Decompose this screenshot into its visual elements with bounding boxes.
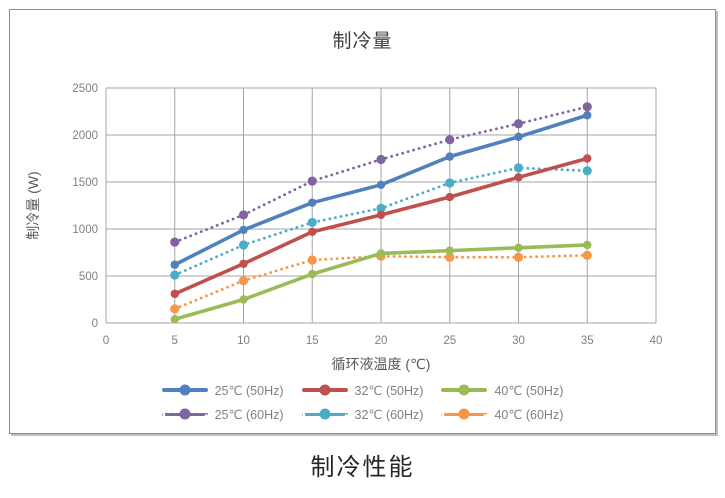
legend-label: 40℃ (60Hz) bbox=[494, 407, 564, 422]
chart-title: 制冷量 bbox=[332, 31, 393, 52]
data-point-32c-50hz bbox=[239, 259, 248, 268]
data-point-40c-60hz bbox=[238, 276, 249, 286]
data-point-32c-50hz bbox=[514, 173, 523, 182]
x-tick-label: 25 bbox=[443, 335, 456, 347]
legend-label: 25℃ (50Hz) bbox=[214, 383, 284, 398]
x-tick-label: 10 bbox=[237, 335, 250, 347]
data-point-32c-60hz bbox=[513, 163, 524, 173]
legend-solid-line-sample bbox=[161, 384, 208, 396]
legend-item-25c-60hz: 25℃ (60Hz) bbox=[161, 407, 284, 422]
data-point-40c-50hz bbox=[170, 315, 179, 324]
legend-item-40c-50hz: 40℃ (50Hz) bbox=[441, 383, 563, 398]
data-point-40c-60hz bbox=[445, 252, 455, 262]
figure-caption: 制冷性能 bbox=[310, 454, 415, 481]
data-point-32c-50hz bbox=[170, 289, 179, 299]
y-tick-label: 2000 bbox=[72, 130, 98, 142]
chart-legend: 25℃ (50Hz) 32℃ (50Hz) 40℃ (50Hz) 25℃ (60Hz… bbox=[10, 378, 715, 426]
y-tick-label: 0 bbox=[92, 318, 98, 330]
x-tick-label: 20 bbox=[375, 335, 388, 347]
legend-marker-dot bbox=[458, 408, 470, 420]
data-point-40c-50hz bbox=[583, 240, 592, 250]
data-point-25c-50hz bbox=[583, 111, 592, 120]
legend-solid-line-sample bbox=[301, 384, 348, 396]
legend-label: 32℃ (50Hz) bbox=[354, 383, 424, 398]
data-point-25c-50hz bbox=[445, 152, 454, 161]
data-point-25c-60hz bbox=[376, 154, 386, 165]
y-tick-label: 1500 bbox=[72, 177, 98, 189]
data-point-32c-60hz bbox=[445, 178, 455, 188]
data-point-25c-50hz bbox=[239, 225, 248, 235]
x-axis-title: 循环液温度 (℃) bbox=[332, 356, 431, 372]
data-point-32c-60hz bbox=[307, 217, 317, 228]
data-point-32c-60hz bbox=[376, 203, 386, 213]
line-chart-plot: 0 500 1000 1500 2000 2500 0 5 10 15 20 25 30 35 40 循环液温… bbox=[25, 83, 663, 372]
data-point-32c-60hz bbox=[238, 240, 249, 250]
y-tick-label: 2500 bbox=[72, 83, 98, 95]
data-point-25c-60hz bbox=[513, 119, 524, 129]
chart-box: 制冷量 0 500 1000 1500 2000 2500 0 5 10 15 20 25 30 35 40… bbox=[9, 9, 716, 434]
x-tick-label: 5 bbox=[172, 335, 178, 347]
data-point-40c-50hz bbox=[514, 243, 523, 252]
series-25c-50hz bbox=[170, 111, 592, 269]
legend-item-32c-50hz: 32℃ (50Hz) bbox=[301, 383, 424, 398]
x-tick-label: 35 bbox=[581, 335, 594, 347]
x-tick-label: 15 bbox=[306, 335, 319, 347]
data-point-32c-60hz bbox=[582, 166, 592, 176]
legend-label: 40℃ (50Hz) bbox=[494, 383, 564, 398]
legend-row-50hz: 25℃ (50Hz) 32℃ (50Hz) 40℃ (50Hz) bbox=[10, 378, 715, 402]
legend-label: 25℃ (60Hz) bbox=[214, 407, 284, 422]
legend-marker-dot bbox=[319, 408, 331, 420]
legend-marker-dot bbox=[458, 384, 470, 396]
legend-marker-dot bbox=[179, 384, 191, 396]
x-axis-tick-labels: 0 5 10 15 20 25 30 35 40 bbox=[103, 335, 663, 347]
legend-row-60hz: 25℃ (60Hz) 32℃ (60Hz) 40℃ (60Hz) bbox=[10, 402, 715, 426]
data-point-32c-50hz bbox=[376, 210, 386, 220]
x-tick-label: 40 bbox=[650, 335, 663, 347]
data-point-40c-60hz bbox=[582, 250, 592, 260]
legend-item-25c-50hz: 25℃ (50Hz) bbox=[161, 383, 284, 398]
data-point-40c-50hz bbox=[445, 246, 454, 255]
x-tick-label: 30 bbox=[512, 335, 525, 347]
data-point-40c-50hz bbox=[376, 249, 386, 258]
data-point-40c-50hz bbox=[239, 295, 248, 304]
data-point-32c-60hz bbox=[170, 270, 180, 280]
data-point-25c-50hz bbox=[376, 180, 386, 190]
legend-solid-line-sample bbox=[441, 384, 488, 396]
legend-marker-dot bbox=[319, 384, 331, 396]
data-point-25c-60hz bbox=[170, 237, 180, 247]
y-tick-label: 1000 bbox=[72, 224, 98, 236]
data-point-32c-50hz bbox=[583, 154, 592, 163]
legend-dotted-line-sample bbox=[301, 408, 348, 420]
x-tick-label: 0 bbox=[103, 335, 109, 347]
data-point-40c-50hz bbox=[308, 269, 317, 279]
data-point-25c-60hz bbox=[307, 176, 317, 186]
data-point-25c-60hz bbox=[445, 135, 455, 145]
data-point-40c-60hz bbox=[307, 255, 317, 265]
legend-label: 32℃ (60Hz) bbox=[354, 407, 424, 422]
y-axis-title: 制冷量 (W) bbox=[25, 171, 41, 239]
legend-dotted-line-sample bbox=[441, 408, 488, 420]
data-point-40c-60hz bbox=[170, 304, 180, 314]
y-axis-tick-labels: 0 500 1000 1500 2000 2500 bbox=[72, 83, 98, 330]
data-point-25c-60hz bbox=[582, 102, 592, 112]
data-point-32c-50hz bbox=[308, 227, 317, 237]
data-point-32c-50hz bbox=[445, 192, 454, 202]
series-40c-50hz bbox=[170, 240, 592, 324]
y-tick-label: 500 bbox=[79, 271, 98, 283]
data-point-25c-50hz bbox=[514, 132, 523, 142]
data-point-25c-50hz bbox=[308, 198, 317, 207]
series-32c-50hz bbox=[170, 154, 592, 299]
legend-item-40c-60hz: 40℃ (60Hz) bbox=[441, 407, 563, 422]
data-point-25c-50hz bbox=[170, 260, 179, 269]
legend-dotted-line-sample bbox=[161, 408, 208, 420]
legend-marker-dot bbox=[179, 408, 191, 420]
series-25c-60hz bbox=[170, 102, 592, 247]
data-point-25c-60hz bbox=[238, 210, 249, 220]
legend-item-32c-60hz: 32℃ (60Hz) bbox=[301, 407, 424, 422]
series-32c-60hz bbox=[170, 163, 592, 280]
data-point-40c-60hz bbox=[513, 252, 524, 262]
